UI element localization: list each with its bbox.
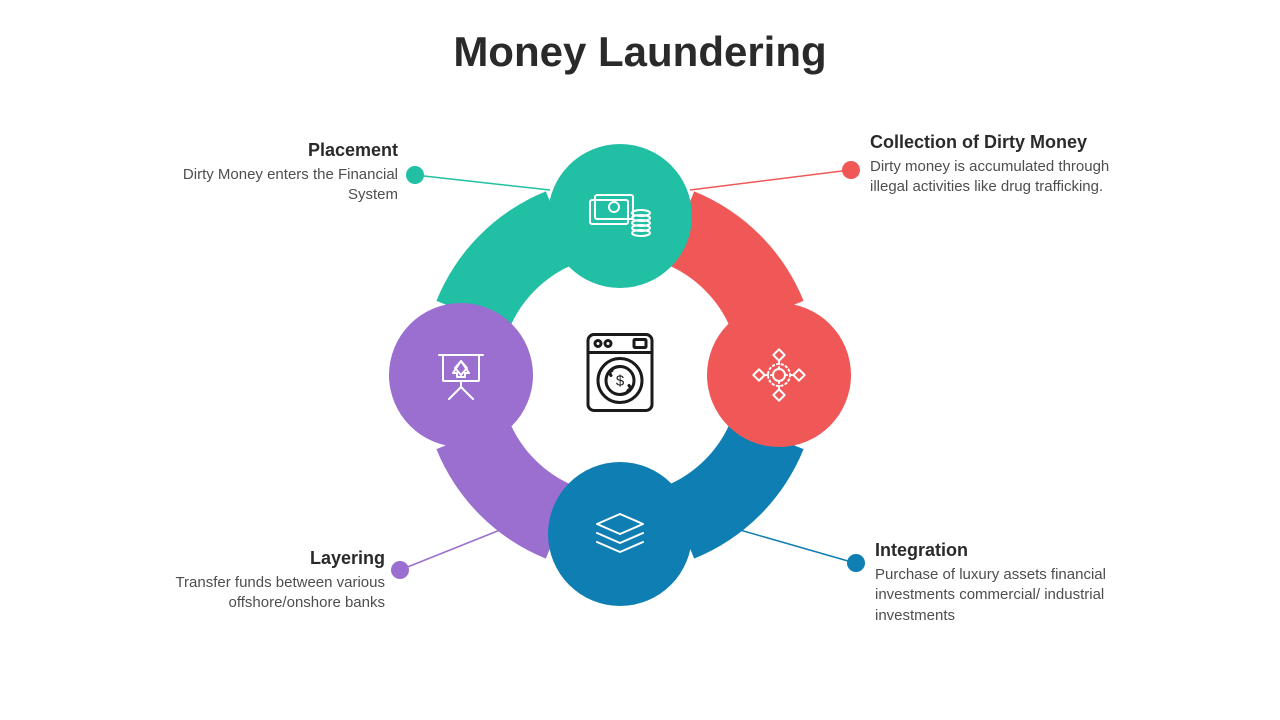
callout-collection: Collection of Dirty Money Dirty money is… — [870, 132, 1130, 198]
presentation-icon — [433, 347, 489, 403]
node-bottom — [548, 462, 692, 606]
callout-integration: Integration Purchase of luxury assets fi… — [875, 540, 1135, 626]
callout-collection-body: Dirty money is accumulated through illeg… — [870, 157, 1130, 198]
callout-integration-body: Purchase of luxury assets financial inve… — [875, 565, 1135, 626]
callout-placement-body: Dirty Money enters the Financial System — [138, 165, 398, 206]
node-left — [389, 303, 533, 447]
callout-layering-title: Layering — [125, 548, 385, 569]
page-title: Money Laundering — [0, 28, 1280, 76]
node-right — [707, 303, 851, 447]
callout-placement-title: Placement — [138, 140, 398, 161]
stage: Money Laundering Collection of Dirty Mon… — [0, 0, 1280, 720]
node-top — [548, 144, 692, 288]
callout-layering: Layering Transfer funds between various … — [125, 548, 385, 614]
network-icon — [751, 347, 807, 403]
money-icon — [587, 191, 653, 241]
callout-integration-title: Integration — [875, 540, 1135, 561]
svg-text:$: $ — [616, 373, 625, 390]
cycle-diagram: $ — [380, 135, 860, 615]
callout-layering-body: Transfer funds between various offshore/… — [125, 573, 385, 614]
callout-placement: Placement Dirty Money enters the Financi… — [138, 140, 398, 206]
center-icon: $ — [576, 329, 664, 422]
layers-icon — [591, 509, 649, 559]
washing-machine-icon: $ — [576, 329, 664, 417]
callout-collection-title: Collection of Dirty Money — [870, 132, 1130, 153]
